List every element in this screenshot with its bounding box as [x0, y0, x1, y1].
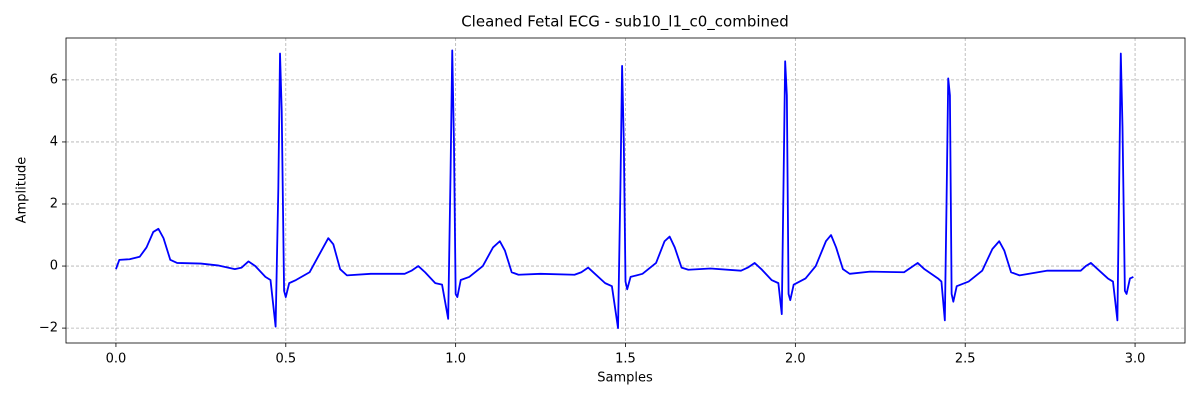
y-tick-label: 4 [50, 134, 58, 149]
x-tick-label: 0.5 [275, 352, 296, 367]
ecg-line [115, 49, 1134, 330]
x-tick-label: 3.0 [1125, 352, 1146, 367]
x-tick-label: 2.0 [785, 352, 806, 367]
x-tick-label: 1.5 [615, 352, 636, 367]
x-tick-label: 2.5 [955, 352, 976, 367]
y-tick-label: 0 [50, 259, 58, 274]
x-tick-label: 0.0 [106, 352, 127, 367]
plot-frame [65, 37, 1186, 344]
x-tick-label: 1.0 [445, 352, 466, 367]
y-axis-label: Amplitude [15, 157, 30, 224]
chart-title: Cleaned Fetal ECG - sub10_l1_c0_combined [461, 13, 789, 32]
y-tick-label: 2 [50, 196, 58, 211]
y-tick-label: 6 [50, 72, 58, 87]
y-tick-label: −2 [39, 321, 58, 336]
x-axis-label: Samples [597, 371, 653, 386]
